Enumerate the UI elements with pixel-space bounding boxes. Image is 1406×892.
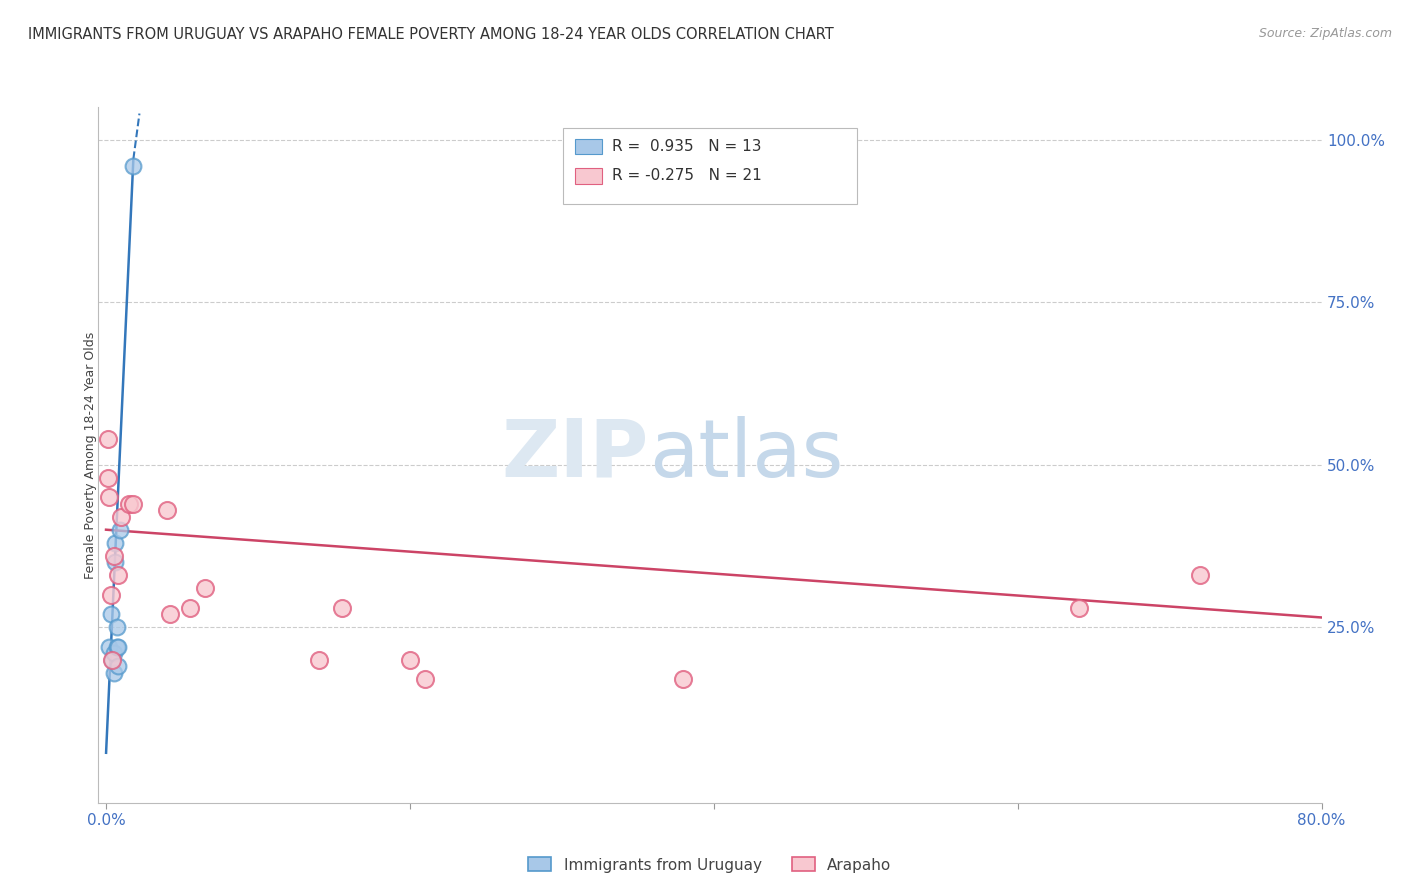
Point <box>105 620 128 634</box>
Point <box>672 672 695 686</box>
Point <box>107 568 129 582</box>
Point <box>118 497 141 511</box>
Point <box>96 471 118 485</box>
Point <box>107 640 129 654</box>
Point <box>1067 600 1090 615</box>
Point <box>104 555 127 569</box>
Point <box>101 653 124 667</box>
FancyBboxPatch shape <box>575 139 602 154</box>
Point <box>110 509 132 524</box>
Text: atlas: atlas <box>648 416 844 494</box>
Point <box>101 653 124 667</box>
Point <box>1189 568 1212 582</box>
Point <box>105 640 128 654</box>
Text: Source: ZipAtlas.com: Source: ZipAtlas.com <box>1258 27 1392 40</box>
Point <box>122 159 145 173</box>
Point <box>194 581 217 595</box>
Point <box>399 653 422 667</box>
Point <box>108 523 131 537</box>
FancyBboxPatch shape <box>564 128 856 204</box>
Point <box>103 646 125 660</box>
Point <box>98 490 121 504</box>
Point <box>308 653 330 667</box>
Text: R =  0.935   N = 13: R = 0.935 N = 13 <box>612 139 762 154</box>
Point <box>413 672 436 686</box>
Point <box>96 432 118 446</box>
Point <box>103 549 125 563</box>
Text: IMMIGRANTS FROM URUGUAY VS ARAPAHO FEMALE POVERTY AMONG 18-24 YEAR OLDS CORRELAT: IMMIGRANTS FROM URUGUAY VS ARAPAHO FEMAL… <box>28 27 834 42</box>
FancyBboxPatch shape <box>575 169 602 184</box>
Point <box>103 665 125 680</box>
Point <box>156 503 179 517</box>
Y-axis label: Female Poverty Among 18-24 Year Olds: Female Poverty Among 18-24 Year Olds <box>83 331 97 579</box>
Point <box>179 600 201 615</box>
Point <box>107 659 129 673</box>
Legend: Immigrants from Uruguay, Arapaho: Immigrants from Uruguay, Arapaho <box>523 851 897 879</box>
Point <box>330 600 353 615</box>
Point <box>122 497 145 511</box>
Point <box>98 640 121 654</box>
Point <box>100 588 122 602</box>
Point <box>159 607 181 622</box>
Text: R = -0.275   N = 21: R = -0.275 N = 21 <box>612 169 762 184</box>
Point <box>100 607 122 622</box>
Point <box>104 535 127 549</box>
Text: ZIP: ZIP <box>502 416 648 494</box>
